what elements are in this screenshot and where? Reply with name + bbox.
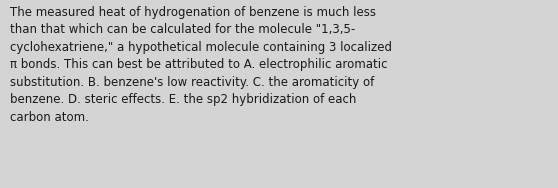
Text: The measured heat of hydrogenation of benzene is much less
than that which can b: The measured heat of hydrogenation of be… — [10, 6, 392, 124]
